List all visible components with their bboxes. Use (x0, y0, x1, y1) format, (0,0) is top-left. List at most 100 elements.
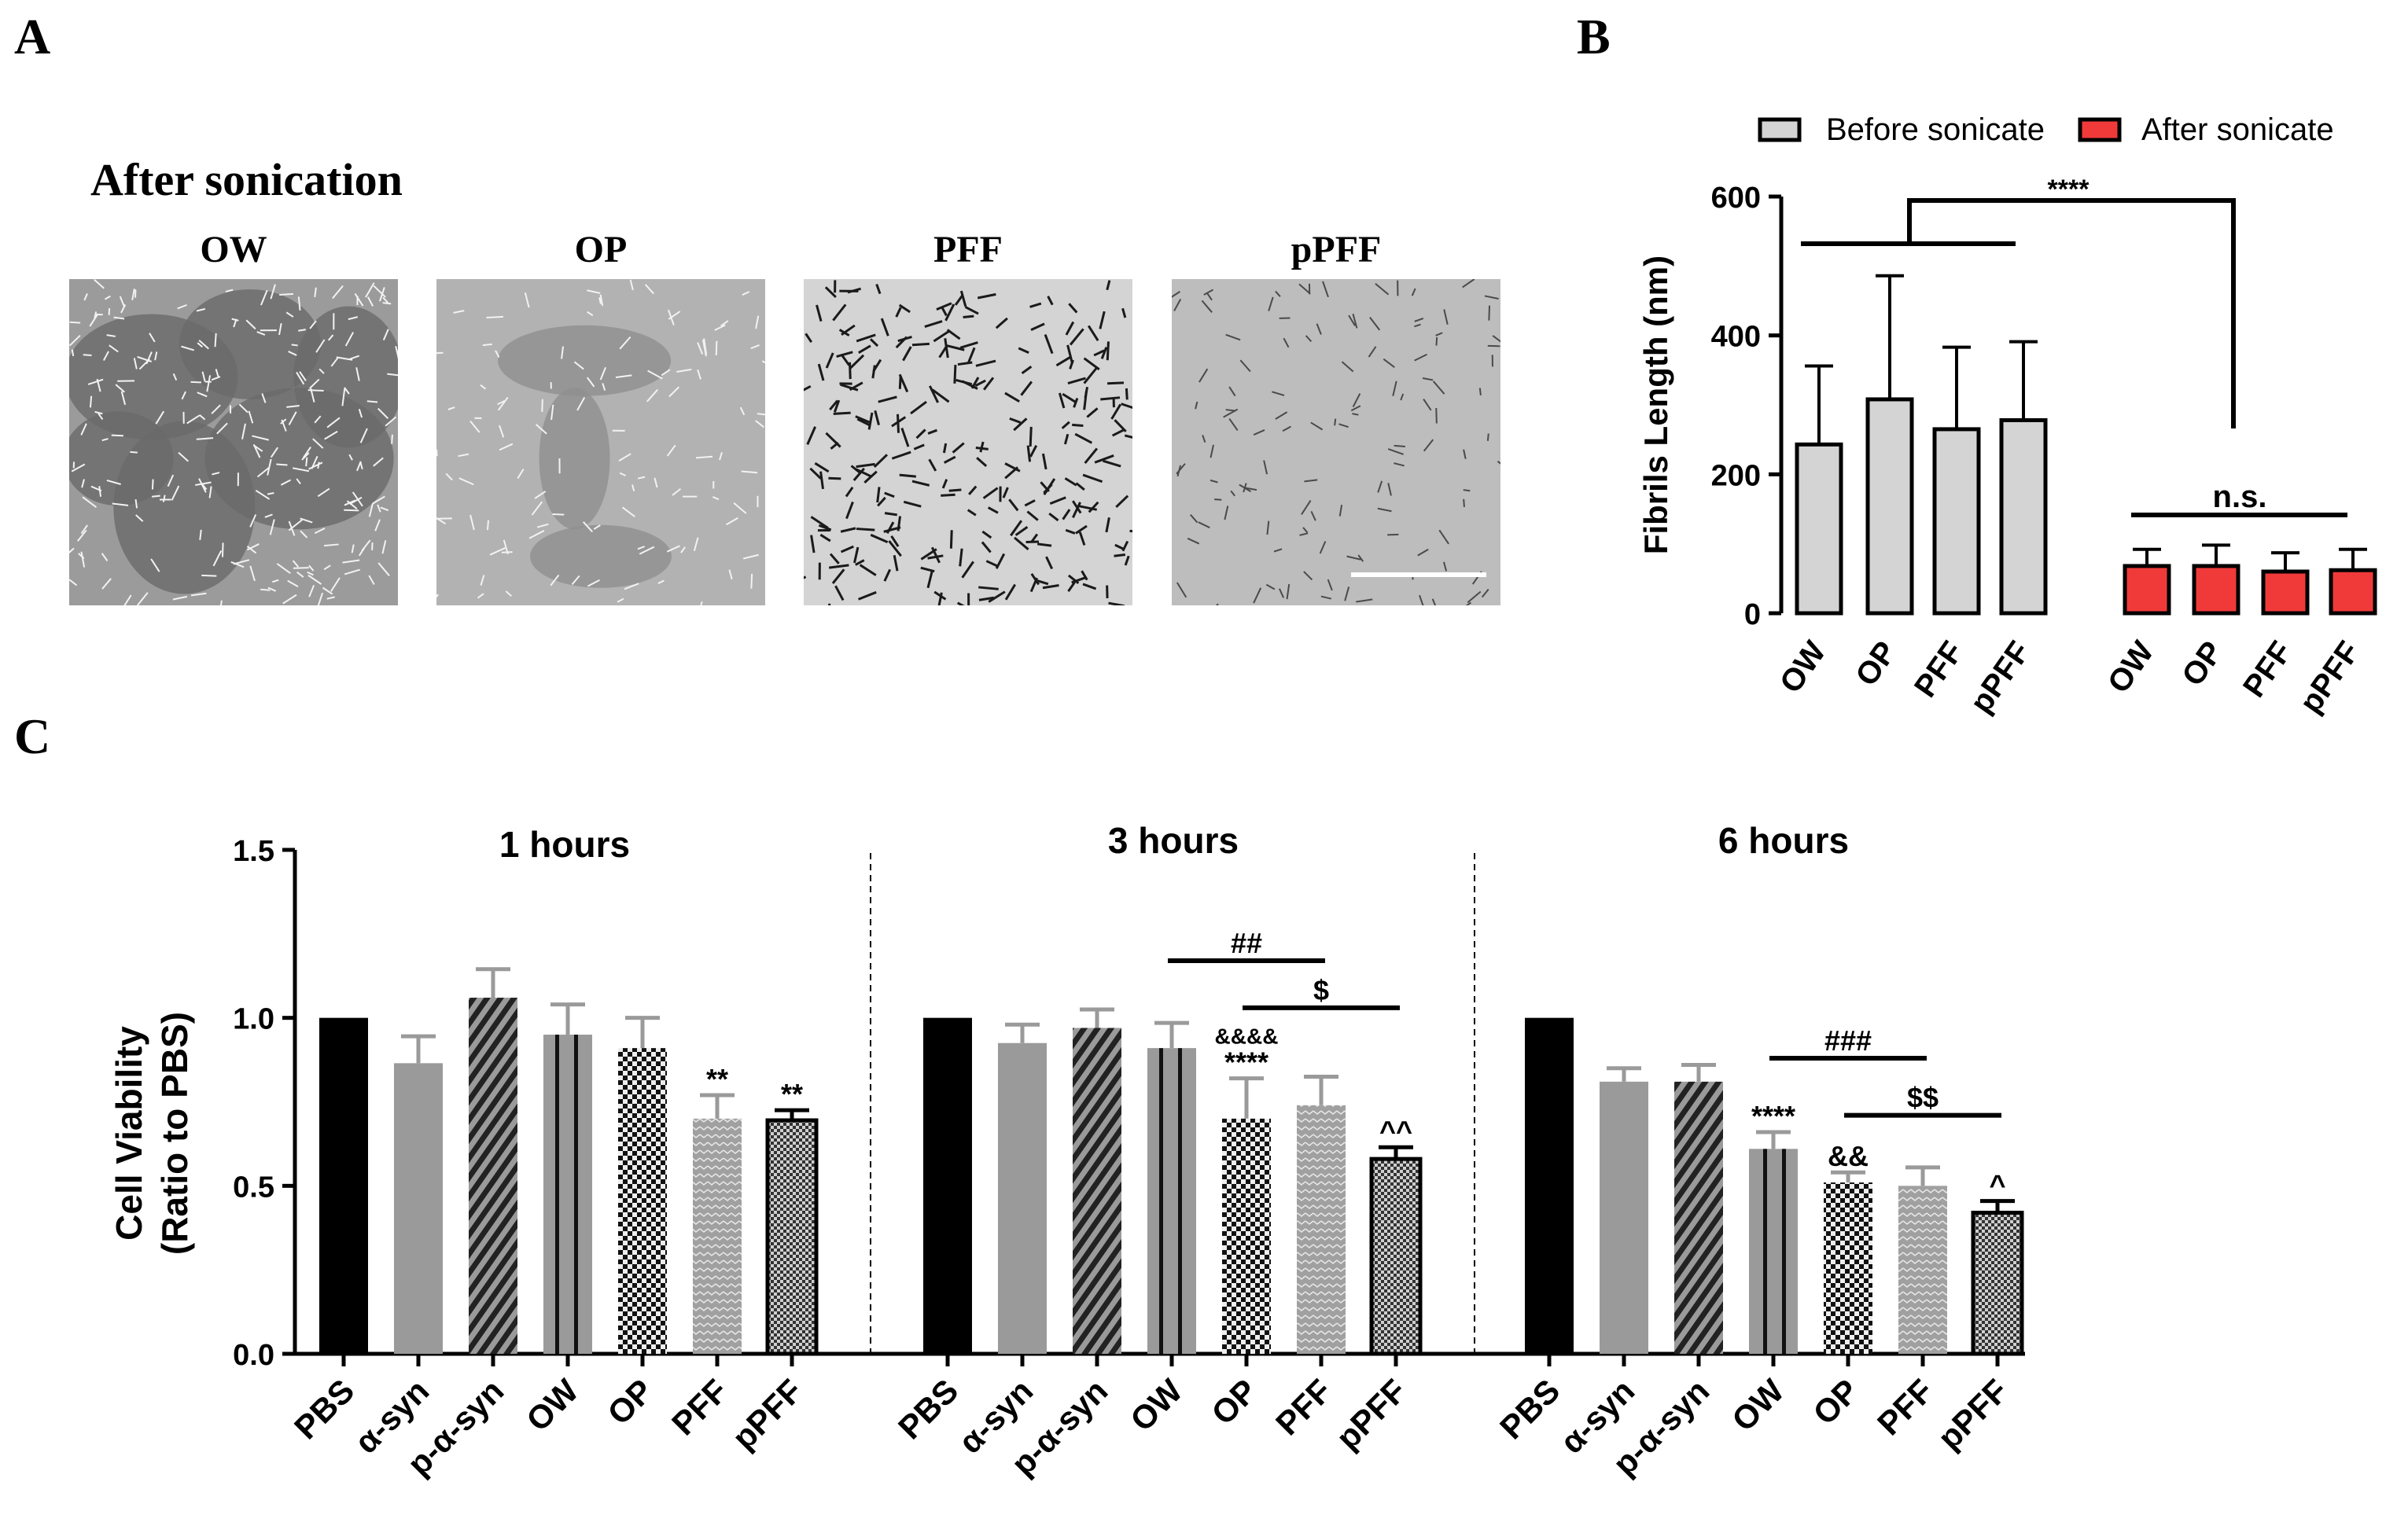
fibril-mark (946, 329, 961, 340)
fibril-mark (1078, 531, 1086, 546)
fibril-mark (198, 340, 209, 350)
fibril-mark (1086, 407, 1099, 418)
fibril-mark (396, 350, 398, 353)
fibril-mark (1228, 418, 1239, 432)
fibril-mark (915, 428, 926, 439)
fibril-mark (308, 585, 315, 598)
fibril-mark (1125, 388, 1129, 400)
fibril-mark (1058, 392, 1066, 409)
fibril-mark (248, 410, 254, 424)
fibril-mark (602, 383, 606, 391)
fibril-mark (902, 346, 912, 362)
fibril-mark (804, 384, 812, 392)
fibril-mark (367, 296, 374, 307)
fibril-mark (840, 353, 851, 366)
fibril-mark (1115, 495, 1129, 508)
fibril-mark (211, 376, 221, 381)
fibril-mark (296, 371, 305, 385)
c-bar (1297, 1105, 1346, 1354)
fibril-mark (1411, 288, 1416, 296)
c-x-tick-label: OP (1204, 1372, 1264, 1432)
c-significance-mark: ^ (1989, 1169, 2005, 1201)
fibril-mark (241, 423, 246, 439)
fibril-mark (101, 438, 109, 442)
micrograph-content (804, 279, 1132, 605)
fibril-mark (582, 521, 593, 533)
fibril-mark (1026, 445, 1032, 462)
b-x-tick-label: pPFF (1964, 635, 2037, 719)
fibril-mark (550, 404, 554, 421)
c-significance-mark: ** (781, 1078, 803, 1110)
c-bar (998, 1042, 1047, 1354)
fibril-mark (541, 399, 543, 412)
fibril-mark (571, 575, 580, 586)
fibril-mark (672, 487, 682, 496)
fibril-mark (1214, 498, 1222, 501)
fibril-mark (1265, 583, 1276, 590)
micrograph-label: OW (200, 229, 267, 270)
fibril-mark (1377, 507, 1392, 513)
b-bracket-between (1907, 198, 2236, 428)
fibril-mark (1275, 411, 1288, 420)
fibril-mark (629, 279, 634, 291)
fibril-mark (322, 586, 333, 595)
fibril-mark (212, 550, 223, 567)
fibril-mark (856, 462, 875, 469)
fibril-mark (1065, 321, 1075, 336)
c-significance-mark: **** (1751, 1100, 1795, 1132)
fibril-mark (1301, 500, 1312, 515)
b-y-tick-label: 400 (1711, 321, 1761, 354)
fibril-mark (172, 373, 178, 381)
fibril-mark (436, 449, 438, 457)
fibril-mark (264, 513, 273, 518)
fibril-mark (1044, 334, 1054, 355)
fibril-mark (288, 411, 297, 426)
c-x-tick-label: pPFF (1931, 1372, 2015, 1456)
fibril-mark (1029, 302, 1042, 308)
fibril-mark (829, 399, 839, 411)
fibril-mark (576, 397, 586, 411)
fibril-mark (1486, 433, 1489, 441)
b-bar (1865, 397, 1914, 616)
fibril-mark (888, 540, 902, 557)
fibril-mark (299, 371, 307, 381)
fibril-mark (1375, 282, 1390, 296)
micrograph-label: OP (575, 229, 628, 270)
c-x-tick-label: PFF (665, 1372, 735, 1442)
fibril-mark (106, 479, 121, 485)
fibril-mark (152, 495, 160, 498)
fibril-mark (190, 381, 201, 384)
fibril-mark (1272, 391, 1285, 396)
fibril-mark (1082, 583, 1097, 590)
fibril-mark (171, 485, 180, 501)
fibril-mark (700, 601, 703, 605)
c-x-tick-label: PFF (1268, 1372, 1338, 1442)
fibril-mark (750, 573, 753, 589)
fibril-mark (1107, 381, 1125, 385)
fibril-mark (346, 500, 358, 509)
fibril-mark (832, 303, 847, 322)
fibril-mark (1369, 317, 1381, 331)
b-x-tick-label: pPFF (2293, 635, 2366, 719)
fibril-mark (69, 334, 81, 347)
fibril-mark (1018, 347, 1029, 355)
fibril-mark (137, 355, 153, 362)
fibril-mark (959, 548, 963, 567)
c-bracket-label: $ (1313, 974, 1329, 1006)
fibril-mark (1435, 336, 1438, 346)
c-bar (1525, 1017, 1574, 1354)
c-x-tick-label: OP (1806, 1372, 1865, 1432)
fibril-mark (858, 590, 877, 601)
fibril-mark (246, 543, 260, 551)
c-bar (469, 998, 517, 1354)
fibril-mark (1423, 439, 1434, 452)
fibril-mark (1344, 586, 1350, 601)
c-bar (1222, 1118, 1271, 1354)
fibril-mark (1042, 584, 1059, 590)
fibril-mark (1103, 459, 1121, 468)
fibril-mark (368, 575, 375, 585)
fibril-mark (469, 514, 475, 531)
fibril-mark (985, 560, 998, 568)
fibril-mark (1198, 521, 1210, 529)
fibril-mark (1198, 368, 1209, 383)
